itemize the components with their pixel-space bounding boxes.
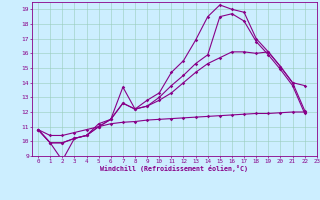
X-axis label: Windchill (Refroidissement éolien,°C): Windchill (Refroidissement éolien,°C)	[100, 165, 248, 172]
